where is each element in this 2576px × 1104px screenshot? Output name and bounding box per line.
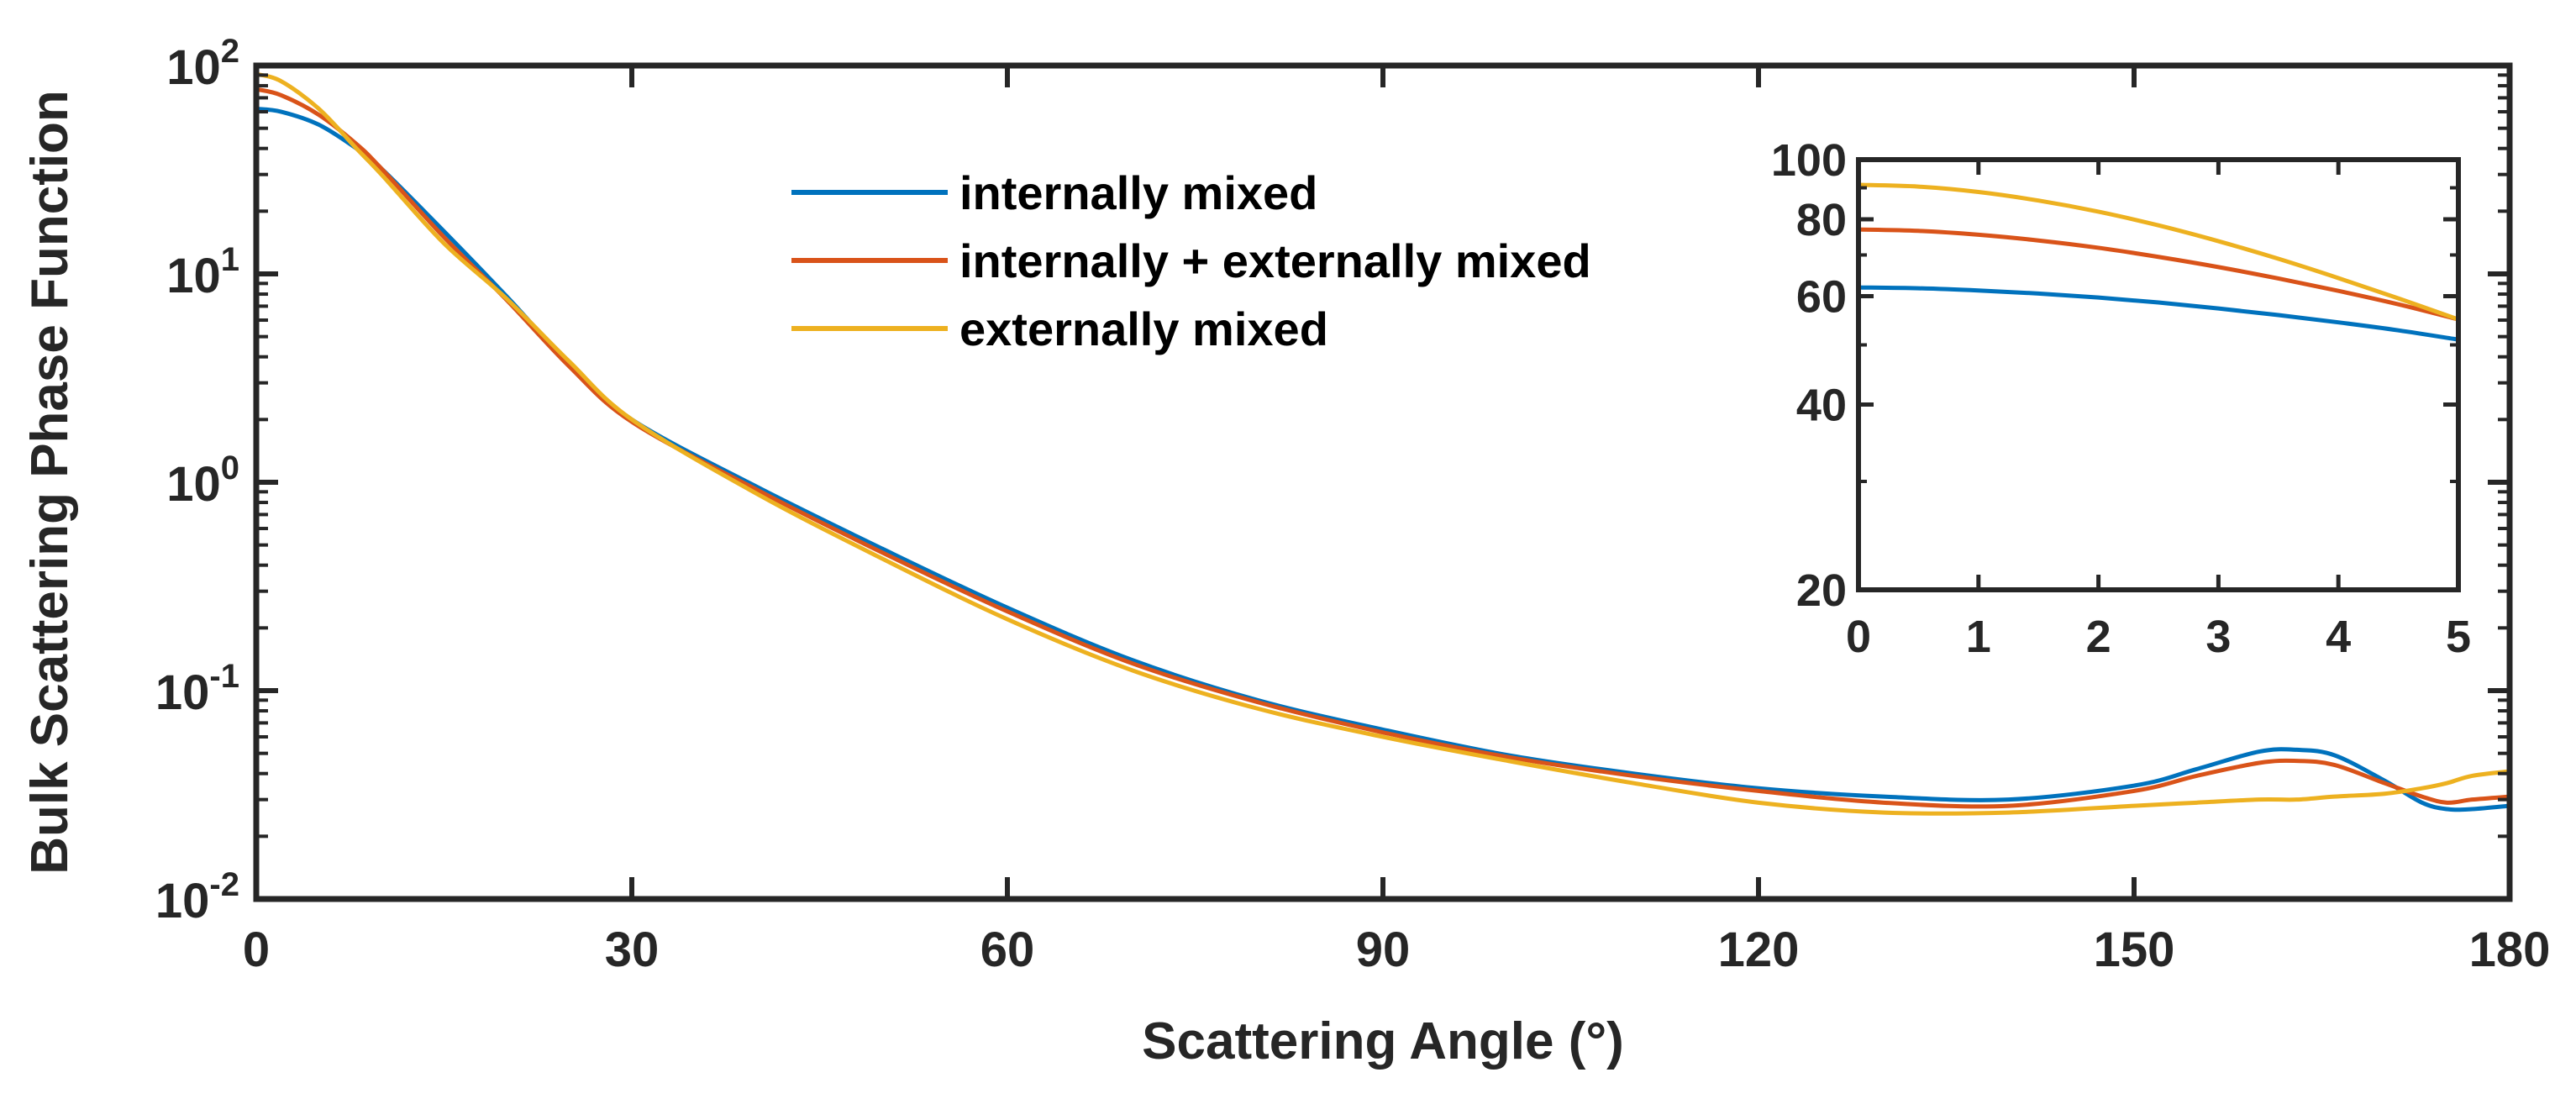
inset-plot-frame xyxy=(1856,157,2461,592)
inset-y-tick-label: 80 xyxy=(1796,195,1847,245)
inset-x-tick-label: 5 xyxy=(2446,612,2471,662)
main-plot-frame xyxy=(253,62,2513,902)
main-y-tick-labels: 102 101 100 10-1 10-2 xyxy=(155,33,239,928)
main-y-tick-label: 102 xyxy=(166,33,239,95)
main-x-tick-label: 30 xyxy=(605,923,660,977)
legend-label-internally-mixed: internally mixed xyxy=(959,166,1317,219)
main-y-tick-label: 10-1 xyxy=(155,658,239,720)
main-x-tick-label: 60 xyxy=(980,923,1035,977)
inset-plot: 0 1 2 3 4 5 20 40 60 80 100 xyxy=(1771,135,2471,662)
main-x-tick-labels: 0 30 60 90 120 150 180 xyxy=(243,923,2551,977)
main-series-line-externally-mixed xyxy=(255,71,2510,816)
legend-label-externally-mixed: externally mixed xyxy=(959,302,1328,355)
main-series-group xyxy=(255,71,2510,816)
inset-x-tick-label: 0 xyxy=(1846,612,1871,662)
legend: internally mixed internally + externally… xyxy=(791,166,1591,355)
inset-x-tick-label: 3 xyxy=(2205,612,2231,662)
inset-series-line-internally-externally-mixed xyxy=(1858,227,2459,322)
inset-x-tick-label: 4 xyxy=(2326,612,2351,662)
inset-x-tick-label: 2 xyxy=(2086,612,2111,662)
main-x-tick-label: 120 xyxy=(1718,923,1800,977)
main-x-tick-label: 90 xyxy=(1356,923,1411,977)
inset-series-line-externally-mixed xyxy=(1858,182,2459,322)
x-axis-title: Scattering Angle (°) xyxy=(1142,1012,1624,1070)
inset-series-line-internally-mixed xyxy=(1858,285,2459,342)
inset-x-tick-label: 1 xyxy=(1966,612,1991,662)
y-axis-title: Bulk Scattering Phase Function xyxy=(21,90,79,875)
main-y-tick-label: 101 xyxy=(166,241,239,303)
main-series-line-internally-mixed xyxy=(255,107,2510,812)
main-y-tick-label: 100 xyxy=(166,449,239,512)
main-x-tick-label: 150 xyxy=(2094,923,2175,977)
inset-series-group xyxy=(1858,182,2459,342)
main-x-tick-label: 0 xyxy=(243,923,270,977)
inset-y-tick-label: 100 xyxy=(1771,135,1847,186)
main-y-tick-label: 10-2 xyxy=(155,866,239,928)
inset-y-tick-label: 60 xyxy=(1796,272,1847,323)
inset-y-tick-labels: 20 40 60 80 100 xyxy=(1771,135,1847,616)
inset-y-tick-label: 40 xyxy=(1796,380,1847,430)
main-x-tick-label: 180 xyxy=(2469,923,2551,977)
inset-x-tick-labels: 0 1 2 3 4 5 xyxy=(1846,612,2471,662)
inset-y-tick-label: 20 xyxy=(1796,565,1847,616)
legend-label-internally-externally-mixed: internally + externally mixed xyxy=(959,234,1591,287)
